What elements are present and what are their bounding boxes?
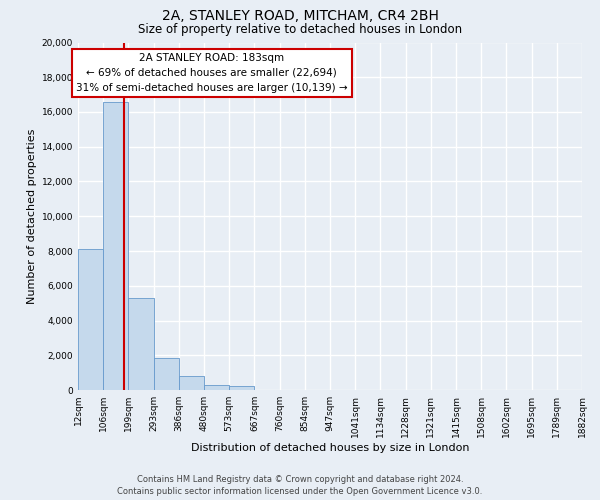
Text: Size of property relative to detached houses in London: Size of property relative to detached ho… (138, 22, 462, 36)
Bar (103, 102, 128, 390)
Text: 2A STANLEY ROAD: 183sqm
← 69% of detached houses are smaller (22,694)
31% of sem: 2A STANLEY ROAD: 183sqm ← 69% of detache… (76, 53, 347, 92)
Bar (179, 376, 204, 390)
X-axis label: Distribution of detached houses by size in London: Distribution of detached houses by size … (191, 442, 469, 452)
Bar (78, 250, 103, 390)
Text: Contains HM Land Registry data © Crown copyright and database right 2024.
Contai: Contains HM Land Registry data © Crown c… (118, 474, 482, 496)
Text: 2A, STANLEY ROAD, MITCHAM, CR4 2BH: 2A, STANLEY ROAD, MITCHAM, CR4 2BH (161, 9, 439, 23)
Y-axis label: Number of detached properties: Number of detached properties (28, 128, 37, 304)
Bar (128, 298, 154, 390)
Bar (204, 385, 229, 390)
Bar (229, 386, 254, 390)
Bar (154, 358, 179, 390)
